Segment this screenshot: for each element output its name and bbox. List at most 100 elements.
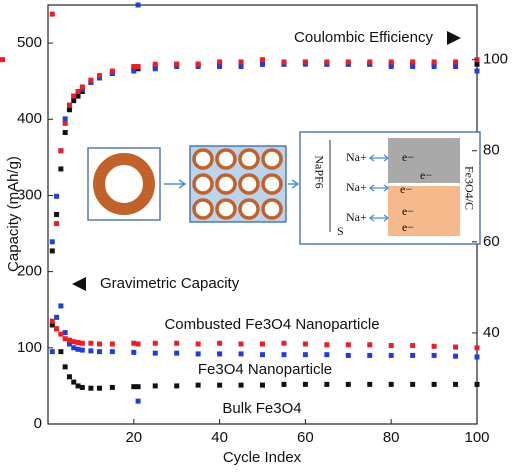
point <box>66 374 72 380</box>
y2-tick-label: 80 <box>483 142 500 159</box>
point <box>54 221 60 227</box>
point <box>431 381 437 387</box>
point <box>109 341 115 347</box>
y2-tick-label: 60 <box>483 233 500 250</box>
point <box>58 166 64 172</box>
point <box>388 59 394 65</box>
point <box>75 383 81 389</box>
point <box>431 59 437 65</box>
point <box>238 351 244 357</box>
point <box>453 381 459 387</box>
x-tick-label: 80 <box>383 429 400 446</box>
point <box>453 63 459 69</box>
point <box>54 212 60 217</box>
point <box>388 63 394 69</box>
point <box>49 248 55 254</box>
arrow-left <box>72 277 86 291</box>
separator-label: S <box>337 224 344 238</box>
point <box>131 349 137 355</box>
point <box>345 342 351 348</box>
point <box>260 352 265 358</box>
point <box>54 193 60 199</box>
point <box>174 340 180 346</box>
point <box>135 2 141 8</box>
point <box>58 303 64 309</box>
arrow-right <box>447 31 461 45</box>
point <box>79 84 85 90</box>
point <box>174 383 180 389</box>
point <box>152 383 158 389</box>
point <box>66 337 72 343</box>
point <box>260 57 265 63</box>
points <box>0 2 480 404</box>
arrow <box>288 179 300 189</box>
particles <box>192 148 283 220</box>
point <box>238 341 244 347</box>
point <box>174 61 180 67</box>
point <box>49 11 55 17</box>
y-axis-label: Capacity (mAh/g) <box>5 156 22 272</box>
point <box>135 63 141 69</box>
point <box>49 318 55 324</box>
point <box>54 326 60 332</box>
point <box>54 314 60 320</box>
point <box>62 120 68 126</box>
point <box>345 381 351 387</box>
point <box>71 345 77 351</box>
y2-tick-label: 100 <box>483 51 508 68</box>
point <box>195 351 201 357</box>
point <box>453 353 459 359</box>
point <box>96 349 102 355</box>
point <box>324 342 330 348</box>
point <box>302 352 308 358</box>
point <box>131 63 137 69</box>
series-label: Bulk Fe3O4 <box>222 400 301 417</box>
point <box>260 61 265 67</box>
point <box>71 93 77 99</box>
point <box>195 382 201 388</box>
point <box>410 381 416 387</box>
electron-label: e− <box>402 220 414 234</box>
point <box>260 341 265 347</box>
point <box>58 331 64 337</box>
point <box>474 345 480 351</box>
point <box>66 102 72 108</box>
point <box>75 346 81 352</box>
point <box>474 354 480 360</box>
point <box>238 382 244 388</box>
electron-label: e− <box>402 204 414 218</box>
point <box>88 77 94 83</box>
point <box>324 352 330 358</box>
point <box>281 59 287 65</box>
point <box>109 349 115 355</box>
series-label: Fe3O4 Nanoparticle <box>198 361 332 378</box>
point <box>79 347 85 353</box>
point <box>62 116 68 122</box>
point <box>0 57 5 63</box>
point <box>217 59 223 65</box>
point <box>152 340 158 346</box>
point <box>71 98 77 104</box>
y-tick-label: 300 <box>17 186 42 203</box>
point <box>302 341 308 347</box>
electrode-label: Fe3O4/C <box>462 166 476 210</box>
point <box>388 381 394 387</box>
point <box>75 339 81 345</box>
point <box>58 349 64 355</box>
point <box>367 381 373 387</box>
point <box>410 352 416 358</box>
point <box>96 385 102 391</box>
point <box>174 350 180 356</box>
electron-label: e− <box>400 182 412 196</box>
point <box>49 322 55 328</box>
point <box>131 68 137 74</box>
point <box>281 381 287 387</box>
point <box>367 352 373 358</box>
point <box>96 73 102 79</box>
point <box>217 63 223 69</box>
x-axis-label: Cycle Index <box>223 449 302 466</box>
particle <box>93 153 155 215</box>
point <box>49 349 55 355</box>
y-tick-label: 400 <box>17 110 42 127</box>
